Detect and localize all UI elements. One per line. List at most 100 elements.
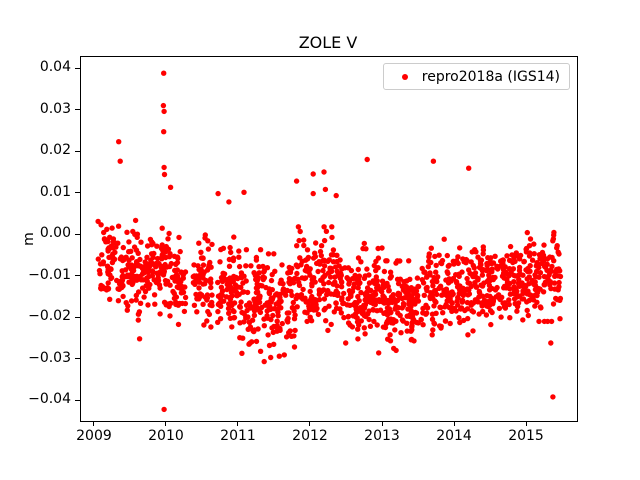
data-point [271, 323, 277, 330]
data-point [95, 256, 101, 262]
data-point [123, 254, 129, 260]
data-point [261, 358, 267, 365]
data-point [408, 285, 414, 291]
data-point [381, 284, 387, 290]
data-point [379, 278, 386, 284]
data-point [271, 341, 277, 347]
data-point [321, 296, 328, 302]
data-point [275, 309, 281, 315]
data-point [362, 297, 368, 303]
data-point [144, 278, 150, 285]
data-point [294, 292, 300, 298]
data-point [468, 302, 474, 308]
data-point [512, 273, 518, 279]
data-point [486, 278, 493, 284]
data-point [554, 245, 560, 251]
data-point [200, 301, 206, 307]
data-point [337, 257, 343, 263]
data-point [152, 301, 158, 307]
data-point [115, 298, 122, 304]
data-point [116, 139, 122, 145]
data-point [478, 262, 484, 268]
data-point [394, 276, 401, 282]
data-point [363, 246, 369, 252]
data-point [484, 303, 490, 309]
data-point [552, 272, 558, 278]
data-point [261, 323, 267, 329]
data-point [547, 282, 553, 288]
data-point [525, 312, 531, 319]
data-point [236, 254, 242, 260]
data-point [407, 276, 413, 282]
data-point [141, 294, 147, 300]
data-point [236, 291, 242, 298]
x-tick-label: 2012 [292, 428, 328, 444]
x-tick-mark [309, 421, 311, 426]
data-point [309, 276, 315, 283]
data-point [104, 263, 111, 269]
data-point [541, 242, 547, 248]
data-point [496, 305, 503, 312]
data-point [399, 305, 405, 311]
data-point [164, 278, 171, 284]
data-point [240, 335, 246, 341]
data-point [459, 297, 466, 304]
data-point [511, 255, 517, 261]
data-point [534, 299, 540, 305]
data-point [215, 308, 221, 315]
data-point [164, 264, 170, 270]
data-point [480, 308, 486, 315]
data-point [128, 248, 134, 254]
data-point [556, 251, 562, 257]
data-point [529, 257, 536, 263]
data-point [116, 286, 122, 292]
data-point [276, 292, 283, 299]
data-point [384, 280, 390, 287]
data-point [367, 323, 374, 329]
data-point [544, 318, 551, 325]
data-point [556, 279, 562, 286]
data-point [420, 305, 426, 312]
data-point [390, 320, 396, 326]
data-point [221, 271, 228, 277]
data-point [413, 310, 420, 316]
data-point [286, 310, 292, 316]
data-point [99, 252, 105, 258]
data-point [204, 318, 210, 324]
data-point [445, 280, 452, 286]
data-point [405, 306, 411, 312]
data-point [424, 310, 430, 316]
data-point [548, 318, 555, 325]
data-point [480, 251, 486, 257]
data-point [466, 165, 472, 171]
data-point [430, 158, 437, 164]
data-point [492, 274, 498, 281]
data-point [161, 406, 167, 413]
data-point [406, 298, 412, 304]
data-point [358, 289, 364, 296]
data-point [226, 263, 233, 269]
data-point [478, 257, 485, 263]
data-point [526, 281, 532, 287]
data-point [468, 259, 474, 265]
data-point [299, 275, 305, 281]
data-point [536, 274, 542, 280]
data-point [355, 293, 361, 300]
data-point [438, 304, 444, 311]
data-point [323, 228, 330, 234]
data-point [527, 236, 534, 242]
data-point [114, 277, 120, 284]
data-point [356, 273, 363, 279]
data-point [384, 318, 390, 325]
data-point [489, 309, 495, 316]
data-point [227, 285, 233, 291]
data-point [312, 250, 318, 256]
data-point [246, 300, 253, 306]
data-point [191, 262, 197, 268]
data-point [194, 309, 200, 315]
data-point [274, 318, 280, 324]
data-point [310, 190, 316, 197]
legend-marker-dot [401, 73, 408, 80]
data-point [426, 254, 432, 260]
data-point [161, 164, 167, 171]
